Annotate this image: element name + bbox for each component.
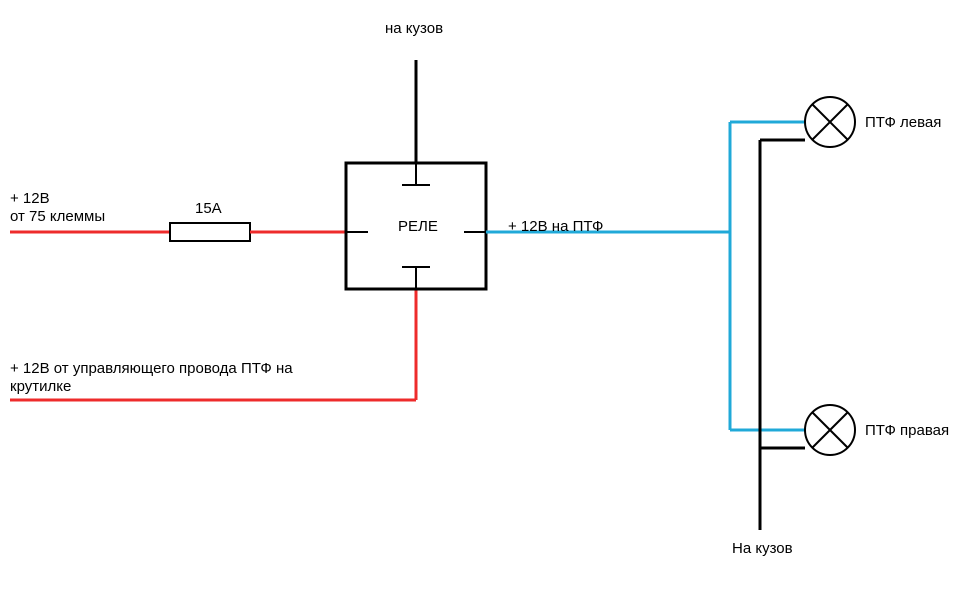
label-bottom-body: На кузов: [732, 540, 793, 557]
label-control-1: + 12В от управляющего провода ПТФ на: [10, 360, 293, 377]
label-lamp-right: ПТФ правая: [865, 422, 949, 439]
fuse-body: [170, 223, 250, 241]
label-top-body: на кузов: [385, 20, 443, 37]
label-control-2: крутилке: [10, 378, 71, 395]
label-relay: РЕЛЕ: [398, 218, 438, 235]
label-output: + 12В на ПТФ: [508, 218, 603, 235]
label-power-in-1: + 12В: [10, 190, 50, 207]
label-power-in-2: от 75 клеммы: [10, 208, 105, 225]
label-fuse: 15А: [195, 200, 222, 217]
wiring-diagram: [0, 0, 960, 590]
label-lamp-left: ПТФ левая: [865, 114, 941, 131]
